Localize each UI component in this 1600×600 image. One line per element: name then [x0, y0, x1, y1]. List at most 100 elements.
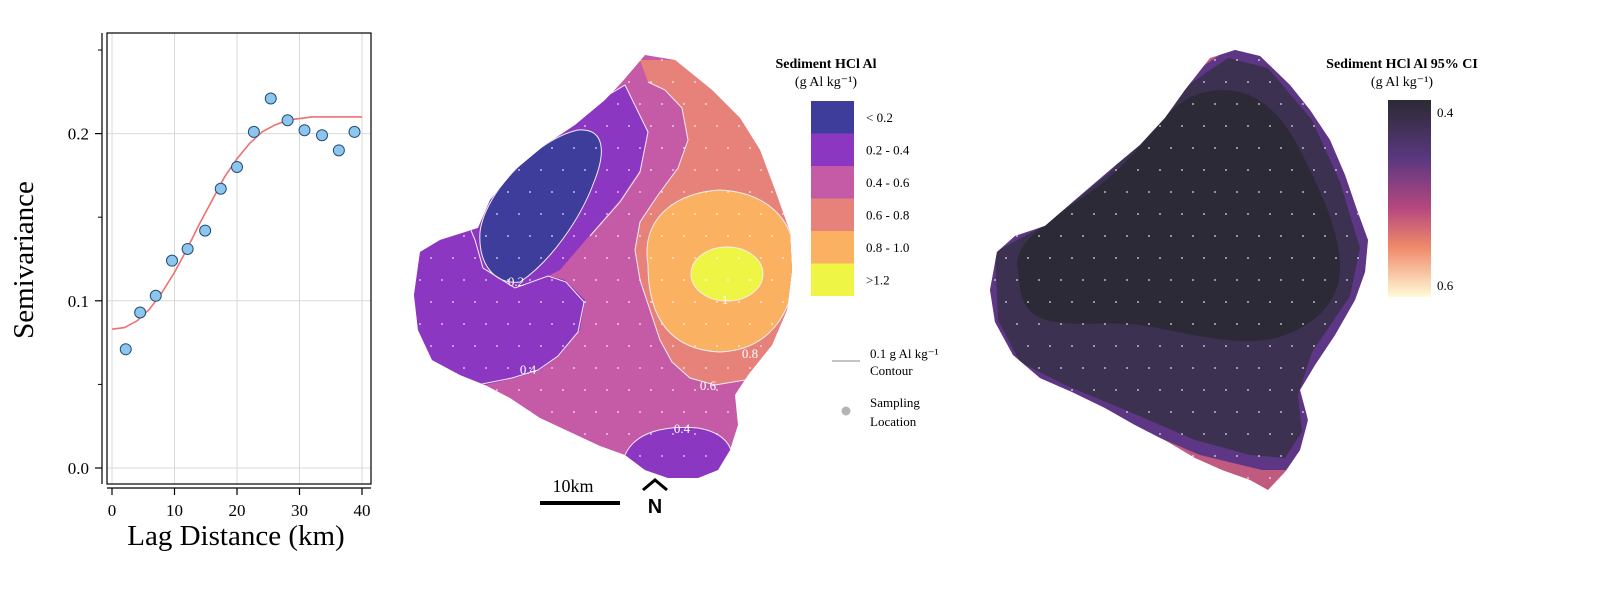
sampling-dot	[1203, 345, 1205, 347]
sampling-dot	[551, 323, 553, 325]
sampling-dot	[1137, 477, 1139, 479]
sampling-dot	[518, 125, 520, 127]
sampling-dot	[1159, 477, 1161, 479]
sampling-dot	[606, 257, 608, 259]
sampling-dot	[760, 213, 762, 215]
data-point	[149, 289, 162, 302]
sampling-dot	[584, 389, 586, 391]
data-point	[281, 114, 294, 127]
sampling-dot	[1357, 433, 1359, 435]
sampling-dot	[595, 323, 597, 325]
sampling-dot	[661, 279, 663, 281]
sampling-dot	[1335, 433, 1337, 435]
sampling-dot	[1027, 125, 1029, 127]
sampling-dot	[661, 191, 663, 193]
sampling-dot	[650, 345, 652, 347]
sampling-dot	[1082, 103, 1084, 105]
sampling-dot	[1203, 125, 1205, 127]
sampling-dot	[1291, 345, 1293, 347]
sampling-dot	[1126, 103, 1128, 105]
sampling-dot	[1148, 323, 1150, 325]
sampling-dot	[1115, 125, 1117, 127]
plot-background	[107, 33, 371, 484]
sampling-dot	[1170, 147, 1172, 149]
sampling-dot	[661, 323, 663, 325]
sampling-dot	[650, 301, 652, 303]
sampling-dot	[738, 389, 740, 391]
contour-label: 0.4	[674, 421, 691, 436]
sampling-dot	[617, 455, 619, 457]
sampling-dot	[1104, 411, 1106, 413]
sampling-dot	[1280, 103, 1282, 105]
sampling-dot	[562, 345, 564, 347]
sampling-dot	[551, 455, 553, 457]
sampling-dot	[1137, 169, 1139, 171]
sampling-dot	[617, 411, 619, 413]
sampling-dot	[1236, 279, 1238, 281]
sampling-dot	[727, 147, 729, 149]
sampling-dot	[1203, 81, 1205, 83]
sampling-dot	[573, 59, 575, 61]
sampling-dot	[1027, 213, 1029, 215]
sampling-dot	[1016, 59, 1018, 61]
sampling-dot	[771, 323, 773, 325]
sampling-dot	[705, 103, 707, 105]
sampling-dot	[1346, 103, 1348, 105]
sampling-dot	[1082, 191, 1084, 193]
sampling-dot	[1214, 367, 1216, 369]
sampling-dot	[573, 455, 575, 457]
sampling-dot	[705, 147, 707, 149]
sampling-dot	[628, 169, 630, 171]
sampling-dot	[650, 125, 652, 127]
sampling-dot	[683, 455, 685, 457]
sampling-dot	[441, 191, 443, 193]
sampling-dot	[1082, 411, 1084, 413]
sampling-dot	[1236, 59, 1238, 61]
sampling-dot	[639, 103, 641, 105]
sampling-dot	[1071, 433, 1073, 435]
sampling-dot	[749, 323, 751, 325]
sampling-dot	[1104, 235, 1106, 237]
sampling-dot	[1104, 103, 1106, 105]
sampling-dot	[1038, 191, 1040, 193]
sampling-dot	[507, 367, 509, 369]
sampling-dot	[1016, 279, 1018, 281]
sampling-dot	[518, 81, 520, 83]
sampling-dot	[1258, 191, 1260, 193]
sampling-dot	[1060, 147, 1062, 149]
sampling-dot	[727, 103, 729, 105]
sampling-dot	[1302, 367, 1304, 369]
y-tick-label: 0.1	[68, 292, 89, 311]
sampling-dot	[628, 213, 630, 215]
x-tick-label: 0	[108, 501, 117, 520]
plot-border	[106, 32, 372, 485]
sampling-legend-label: Sampling	[870, 395, 920, 410]
sampling-dot	[1269, 389, 1271, 391]
sampling-dot	[1082, 323, 1084, 325]
sampling-dot	[782, 81, 784, 83]
y-axis-label: Semivariance	[8, 181, 40, 339]
sampling-dot	[1324, 367, 1326, 369]
legend-label: 0.2 - 0.4	[866, 143, 910, 158]
sampling-dot	[1115, 433, 1117, 435]
sampling-dot	[452, 257, 454, 259]
sampling-dot	[1192, 411, 1194, 413]
sampling-dot	[1049, 477, 1051, 479]
sampling-dot	[496, 81, 498, 83]
contour-label: 0.6	[700, 378, 717, 393]
sampling-dot	[1027, 477, 1029, 479]
sampling-dot	[474, 169, 476, 171]
sampling-dot	[1258, 367, 1260, 369]
map-class-0.2-0.4-west	[414, 225, 585, 390]
sampling-dot	[1005, 213, 1007, 215]
sampling-dot	[672, 213, 674, 215]
sampling-dot	[463, 103, 465, 105]
sampling-dot	[782, 125, 784, 127]
sampling-dot	[1214, 279, 1216, 281]
sampling-dot	[1192, 59, 1194, 61]
sampling-dot	[1005, 345, 1007, 347]
sampling-dot	[639, 59, 641, 61]
sampling-dot	[540, 257, 542, 259]
sampling-dot	[540, 345, 542, 347]
sampling-dot	[452, 81, 454, 83]
